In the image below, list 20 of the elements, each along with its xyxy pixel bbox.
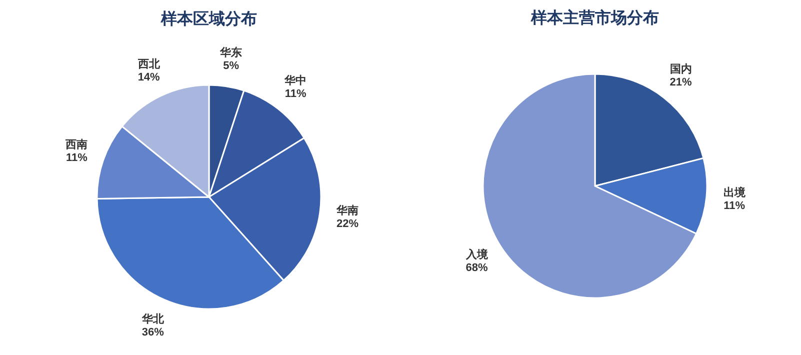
slice-label: 华东 — [219, 46, 242, 59]
chart-title: 样本区域分布 — [160, 10, 257, 28]
data-label: 11% — [284, 88, 306, 100]
slice-label: 西南 — [64, 138, 88, 152]
slice-label: 华南 — [336, 204, 359, 217]
data-label: 11% — [724, 200, 746, 212]
slice-label: 华北 — [140, 312, 165, 326]
slice-label: 华中 — [284, 74, 307, 87]
data-label: 5% — [223, 60, 240, 72]
data-label: 22% — [336, 218, 359, 230]
data-label: 68% — [466, 262, 488, 274]
data-label: 14% — [138, 72, 160, 84]
slice-label: 西北 — [136, 58, 161, 71]
data-label: 36% — [142, 326, 164, 338]
slice-label: 国内 — [670, 62, 692, 76]
slice-label: 出境 — [723, 186, 746, 200]
chart-title: 样本主营市场分布 — [530, 8, 659, 27]
data-label: 11% — [66, 152, 88, 164]
slice-label: 入境 — [464, 248, 489, 262]
data-label: 21% — [670, 76, 692, 88]
